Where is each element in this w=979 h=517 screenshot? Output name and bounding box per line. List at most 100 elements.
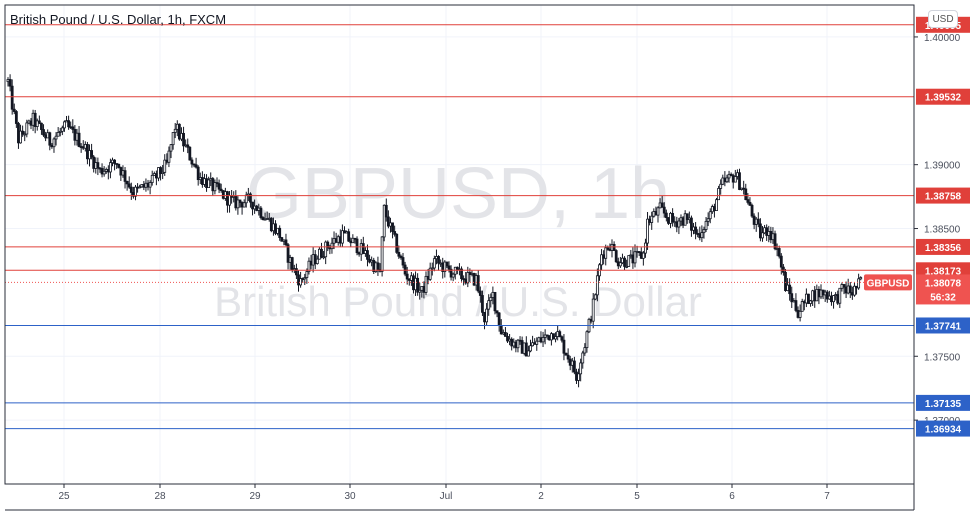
candle-up [102, 170, 106, 175]
candle-down [194, 164, 198, 168]
candle-up [35, 120, 39, 127]
candle-down [825, 291, 829, 300]
candle-down [10, 85, 14, 110]
x-tick-label: 6 [729, 491, 735, 502]
last-price-tag: GBPUSD 1.38078 56:32 [864, 274, 970, 305]
candle-up [109, 162, 112, 173]
candle-down [238, 199, 242, 203]
candle-up [702, 229, 706, 234]
horizontal-levels [5, 24, 914, 430]
candle-up [857, 278, 861, 289]
support-tag [916, 420, 970, 437]
candle-up [604, 247, 608, 259]
candle-down [779, 255, 783, 268]
candle-down [493, 291, 497, 312]
candle-down [660, 202, 664, 208]
x-tick-label: 7 [824, 491, 830, 502]
candle-down [606, 247, 610, 250]
candle-up [305, 271, 309, 278]
support-tag-label: 1.36934 [925, 425, 962, 436]
candle-down [746, 199, 750, 203]
time-axis[interactable]: 25 28 29 30 Jul 2 5 6 7 [58, 484, 830, 502]
candle-up [535, 340, 539, 345]
last-price-value: 1.38078 [925, 278, 962, 289]
resistance-tag [916, 262, 970, 279]
candle-down [12, 108, 16, 112]
candle-down [219, 188, 223, 191]
x-tick-label: Jul [440, 491, 453, 502]
candle-down [848, 285, 852, 293]
candle-down [690, 217, 693, 231]
candle-down [738, 172, 741, 190]
grid-lines [5, 5, 914, 484]
candle-up [52, 138, 56, 148]
watermark-name: British Pound / U.S. Dollar [214, 278, 702, 325]
candle-down [744, 188, 748, 201]
candle-down [186, 144, 190, 148]
x-tick-label: 5 [634, 491, 640, 502]
candle-up [207, 179, 211, 189]
candle-down [113, 159, 116, 164]
candle-up [541, 337, 545, 343]
candle-up [529, 345, 532, 352]
candle-up [677, 220, 681, 228]
candle-down [437, 256, 440, 264]
candle-down [249, 193, 252, 203]
candle-down [476, 275, 480, 292]
candle-up [418, 289, 422, 293]
currency-button[interactable]: USD [928, 10, 958, 28]
candle-up [25, 122, 29, 135]
candle-down [251, 201, 254, 210]
candle-up [719, 183, 723, 189]
candle-up [60, 127, 64, 132]
candle-down [320, 248, 323, 258]
candle-up [554, 336, 557, 340]
candle-up [303, 277, 307, 280]
resistance-tag [916, 187, 970, 204]
candle-down [67, 120, 71, 128]
candle-down [71, 126, 75, 130]
candle-up [656, 207, 660, 216]
candle-up [727, 173, 731, 179]
support-tag [916, 317, 970, 334]
candle-down [694, 226, 698, 234]
candle-up [591, 298, 595, 322]
candle-down [33, 112, 37, 127]
candle-up [600, 254, 603, 266]
candle-up [761, 232, 764, 239]
candle-down [366, 250, 369, 260]
candle-down [807, 293, 810, 304]
candle-down [295, 268, 298, 276]
candle-up [330, 242, 334, 250]
candle-up [424, 275, 428, 293]
candle-up [236, 199, 240, 209]
candle-down [117, 163, 121, 168]
resistance-tag-label: 1.38173 [925, 266, 962, 277]
candle-up [428, 267, 432, 280]
candle-up [717, 188, 720, 201]
candle-up [56, 132, 60, 137]
candle-down [405, 273, 409, 280]
last-price-symbol: GBPUSD [867, 278, 910, 289]
candle-down [685, 213, 689, 221]
resistance-tag [916, 238, 970, 255]
candle-down [445, 261, 449, 267]
candle-up [244, 194, 248, 204]
candle-up [527, 350, 530, 357]
candle-down [572, 360, 576, 373]
candle-up [581, 352, 585, 364]
candle-down [662, 206, 666, 214]
candle-up [593, 294, 597, 300]
candle-up [579, 362, 583, 375]
candle-up [627, 255, 631, 267]
last-price-countdown: 56:32 [930, 292, 956, 303]
x-tick-label: 2 [538, 491, 544, 502]
x-tick-label: 28 [154, 491, 166, 502]
candle-down [664, 212, 668, 218]
candle-down [623, 257, 626, 267]
candle-down [504, 332, 507, 337]
candle-up [485, 308, 489, 323]
candle-up [58, 130, 62, 133]
candle-down [729, 173, 733, 176]
